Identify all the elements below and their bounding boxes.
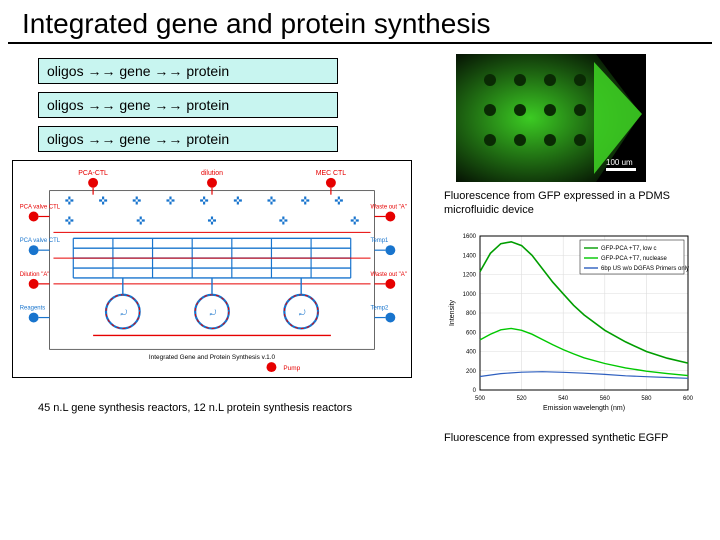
svg-text:⤾: ⤾ xyxy=(121,309,128,318)
svg-text:500: 500 xyxy=(475,396,486,402)
svg-text:1000: 1000 xyxy=(463,291,477,297)
svg-text:⤾: ⤾ xyxy=(210,309,217,318)
svg-text:Pump: Pump xyxy=(283,365,300,372)
svg-text:✜: ✜ xyxy=(207,215,216,227)
arrow-icon: →→ xyxy=(154,97,182,113)
arrow-icon: →→ xyxy=(154,131,182,147)
svg-text:800: 800 xyxy=(466,311,477,317)
pathway-protein: protein xyxy=(186,63,229,79)
svg-text:Intensity: Intensity xyxy=(449,299,456,326)
svg-text:200: 200 xyxy=(466,368,477,374)
svg-text:✜: ✜ xyxy=(65,215,74,227)
pathway-oligos: oligos xyxy=(47,97,84,113)
svg-text:✜: ✜ xyxy=(279,215,288,227)
fluorescence-micrograph: 100 um xyxy=(456,54,646,182)
microfluidic-circuit-diagram: PCA-CTL dilution MEC CTL PCA valve CTL PCA v… xyxy=(12,160,412,378)
svg-text:GFP-PCA +T7, nuclease: GFP-PCA +T7, nuclease xyxy=(601,256,668,262)
arrow-icon: →→ xyxy=(87,63,115,79)
svg-text:580: 580 xyxy=(641,396,652,402)
pathway-gene: gene xyxy=(119,97,150,113)
svg-text:Temp2: Temp2 xyxy=(371,306,389,312)
pathway-gene: gene xyxy=(119,131,150,147)
pathway-box-2: oligos →→ gene →→ protein xyxy=(38,92,338,118)
svg-text:⤾: ⤾ xyxy=(299,309,306,318)
svg-text:✜: ✜ xyxy=(132,196,141,208)
svg-text:✜: ✜ xyxy=(166,196,175,208)
right-column: 100 um Fluorescence from GFP expressed i… xyxy=(444,54,704,445)
left-column: oligos →→ gene →→ protein oligos →→ gene… xyxy=(12,54,432,445)
svg-text:✜: ✜ xyxy=(200,196,209,208)
svg-text:1600: 1600 xyxy=(463,234,477,240)
svg-text:✜: ✜ xyxy=(350,215,359,227)
svg-text:520: 520 xyxy=(517,396,528,402)
svg-text:✜: ✜ xyxy=(233,196,242,208)
svg-text:Reagents: Reagents xyxy=(20,306,45,312)
svg-text:✜: ✜ xyxy=(98,196,107,208)
arrow-icon: →→ xyxy=(87,97,115,113)
svg-text:dilution: dilution xyxy=(201,170,223,177)
spectrum-svg: 0200400600800100012001400160050052054056… xyxy=(444,228,694,414)
pathway-oligos: oligos xyxy=(47,131,84,147)
pathway-gene: gene xyxy=(119,63,150,79)
svg-text:MEC CTL: MEC CTL xyxy=(316,170,347,177)
svg-text:1400: 1400 xyxy=(463,253,477,259)
page-title: Integrated gene and protein synthesis xyxy=(8,0,712,44)
pathway-protein: protein xyxy=(186,131,229,147)
micrograph-caption: Fluorescence from GFP expressed in a PDM… xyxy=(444,190,704,218)
svg-text:600: 600 xyxy=(466,330,477,336)
svg-text:✜: ✜ xyxy=(334,196,343,208)
svg-text:540: 540 xyxy=(558,396,569,402)
content-area: oligos →→ gene →→ protein oligos →→ gene… xyxy=(0,54,720,445)
svg-text:100 um: 100 um xyxy=(606,158,633,167)
svg-text:Emission wavelength (nm): Emission wavelength (nm) xyxy=(543,405,625,412)
emission-spectrum-chart: 0200400600800100012001400160050052054056… xyxy=(444,228,694,414)
svg-text:✜: ✜ xyxy=(65,196,74,208)
svg-text:✜: ✜ xyxy=(136,215,145,227)
svg-text:560: 560 xyxy=(600,396,611,402)
pathway-protein: protein xyxy=(186,97,229,113)
svg-text:Temp1: Temp1 xyxy=(371,238,390,244)
svg-text:Waste out "A": Waste out "A" xyxy=(371,205,407,211)
svg-text:GFP-PCA +T7, low c: GFP-PCA +T7, low c xyxy=(601,246,657,252)
svg-text:400: 400 xyxy=(466,349,477,355)
arrow-icon: →→ xyxy=(154,63,182,79)
svg-text:Integrated Gene and Protein Sy: Integrated Gene and Protein Synthesis v.… xyxy=(149,354,276,361)
svg-text:Waste out "A": Waste out "A" xyxy=(371,272,407,278)
svg-text:Dilution "A": Dilution "A" xyxy=(20,272,50,278)
pathway-box-3: oligos →→ gene →→ protein xyxy=(38,126,338,152)
svg-text:PCA valve CTL: PCA valve CTL xyxy=(20,238,61,244)
spectrum-caption: Fluorescence from expressed synthetic EG… xyxy=(444,432,704,446)
svg-text:✜: ✜ xyxy=(267,196,276,208)
micrograph-svg: 100 um xyxy=(456,54,646,182)
svg-text:PCA valve CTL: PCA valve CTL xyxy=(20,205,61,211)
svg-text:✜: ✜ xyxy=(301,196,310,208)
arrow-icon: →→ xyxy=(87,131,115,147)
svg-text:PCA-CTL: PCA-CTL xyxy=(78,170,108,177)
circuit-svg: PCA-CTL dilution MEC CTL PCA valve CTL PCA v… xyxy=(13,161,411,377)
circuit-caption: 45 n.L gene synthesis reactors, 12 n.L p… xyxy=(38,402,378,416)
pathway-box-1: oligos →→ gene →→ protein xyxy=(38,58,338,84)
svg-text:1200: 1200 xyxy=(463,272,477,278)
svg-text:600: 600 xyxy=(683,396,694,402)
svg-text:6bp US w/o DGFAS Primers only: 6bp US w/o DGFAS Primers only xyxy=(601,266,689,272)
pathway-oligos: oligos xyxy=(47,63,84,79)
